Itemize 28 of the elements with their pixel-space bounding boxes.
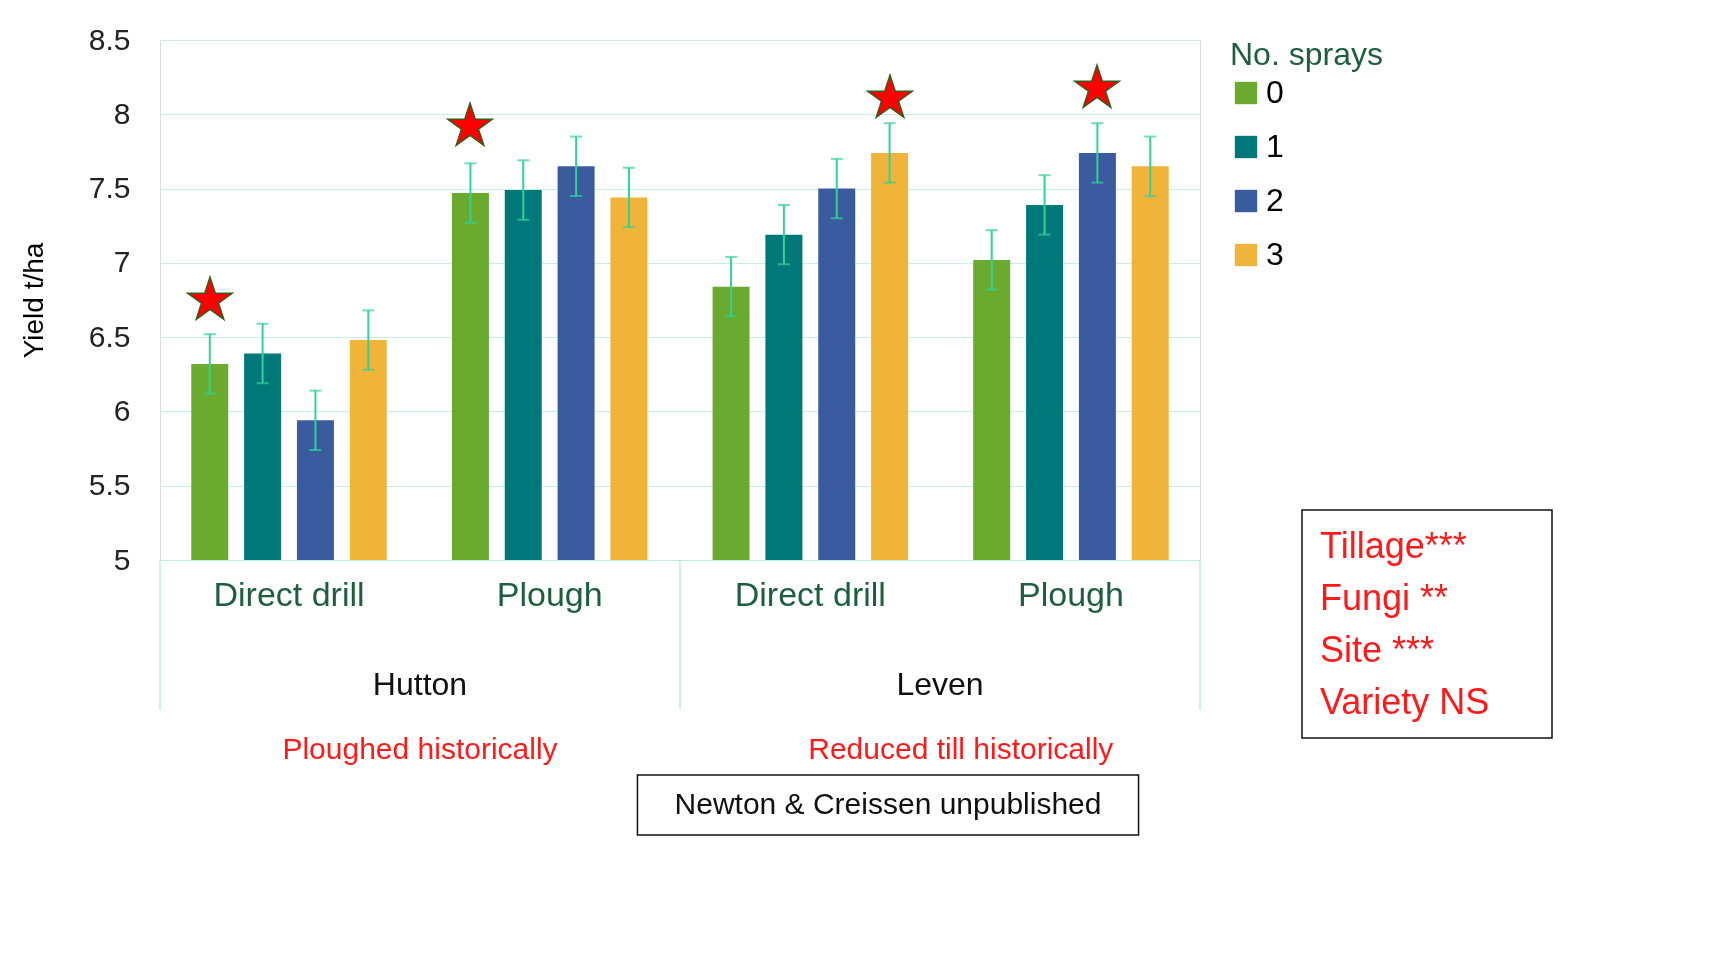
legend-label: 0 [1266, 74, 1284, 110]
annotation: ★ [184, 265, 236, 333]
y-tick-label: 6 [113, 393, 131, 427]
text: Tillage*** Fungi ** Site *** Variety NS [1320, 525, 1490, 722]
text: Ploughed historically [282, 732, 558, 765]
annotation: ★ [1071, 53, 1123, 121]
y-tick-label: 7 [113, 245, 131, 279]
legend-label: 1 [1266, 128, 1284, 164]
y-tick-label: 7.5 [88, 171, 131, 205]
annotation: ★ [444, 91, 496, 159]
y-tick-label: 6.5 [88, 319, 131, 353]
y-tick-label: 5.5 [88, 468, 131, 502]
text: Leven [896, 666, 984, 702]
annotation: ★ [864, 63, 916, 131]
text: Newton & Creissen unpublished [674, 787, 1102, 820]
legend-label: 3 [1266, 236, 1284, 272]
y-tick-label: 8.5 [88, 22, 131, 56]
legend-title: No. sprays [1230, 36, 1383, 72]
y-tick-label: 8 [113, 96, 131, 130]
x-tick-label: Plough [496, 574, 603, 613]
y-axis-title: Yield t/ha [17, 242, 49, 359]
y-tick-label: 5 [113, 542, 131, 576]
x-tick-label: Plough [1018, 574, 1124, 613]
text: Hutton [372, 666, 468, 702]
x-tick-label: Direct drill [213, 574, 365, 613]
legend-label: 2 [1266, 182, 1284, 218]
x-tick-label: Direct drill [734, 574, 886, 613]
text: Reduced till historically [808, 732, 1114, 765]
